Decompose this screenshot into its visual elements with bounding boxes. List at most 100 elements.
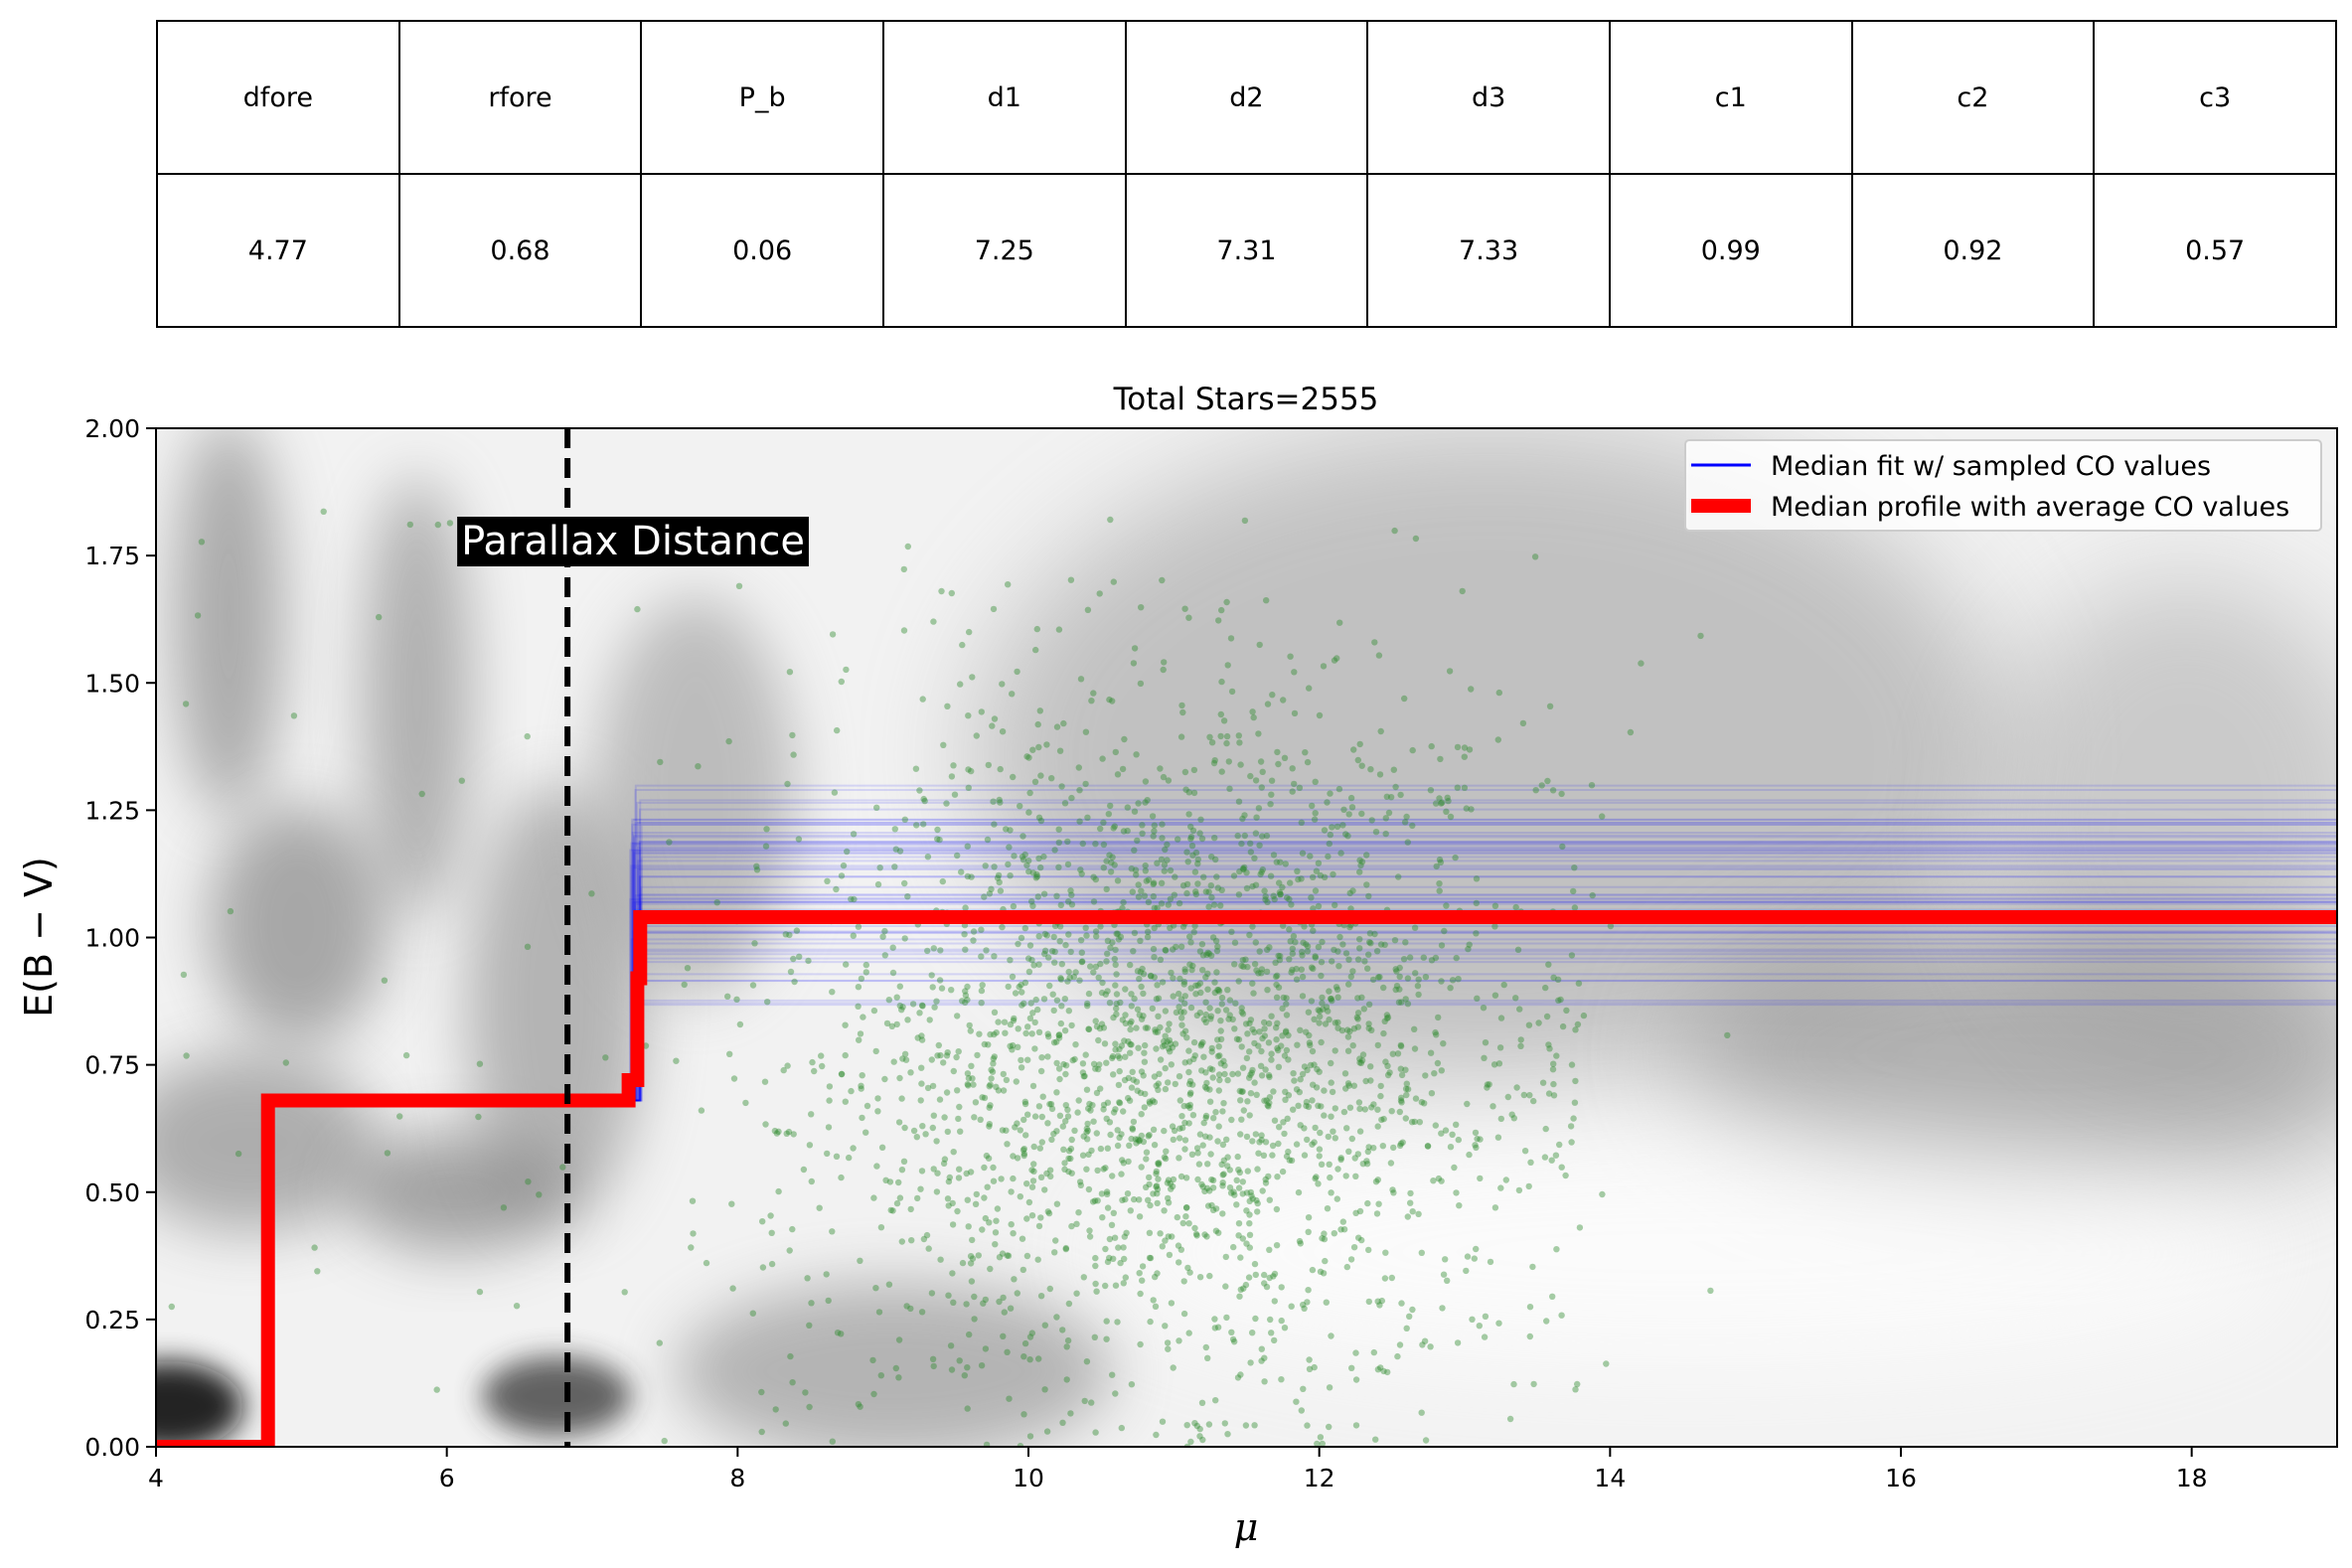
star-point	[1328, 1113, 1334, 1120]
star-point	[1071, 1127, 1078, 1135]
star-point	[981, 1194, 988, 1201]
star-point	[1025, 858, 1032, 864]
star-point	[1151, 954, 1158, 961]
star-point	[768, 1229, 775, 1237]
star-point	[1044, 1053, 1051, 1060]
star-point	[1382, 1058, 1389, 1065]
star-point	[1358, 994, 1365, 1001]
star-point	[916, 787, 923, 794]
star-point	[1525, 1021, 1533, 1028]
star-point	[838, 1174, 845, 1181]
star-point	[1354, 1016, 1361, 1022]
star-point	[1283, 995, 1290, 1002]
star-point	[1247, 772, 1254, 780]
y-tick-label: 1.75	[84, 542, 140, 570]
star-point	[1190, 766, 1198, 774]
star-point	[1400, 956, 1408, 963]
star-point	[1346, 1027, 1353, 1035]
star-point	[829, 631, 837, 638]
star-point	[1201, 1187, 1208, 1195]
star-point	[1243, 884, 1251, 892]
star-point	[808, 1177, 815, 1185]
star-point	[1223, 1314, 1230, 1322]
star-point	[1422, 1437, 1430, 1444]
star-point	[1324, 1205, 1332, 1212]
parallax-annotation: Parallax Distance	[457, 517, 809, 566]
star-point	[1403, 1325, 1410, 1333]
star-point	[881, 1075, 888, 1083]
star-point	[1149, 1097, 1157, 1104]
star-point	[1163, 947, 1170, 954]
star-point	[1060, 719, 1067, 727]
star-point	[1249, 1066, 1256, 1074]
star-point	[1158, 856, 1166, 863]
star-point	[991, 1009, 999, 1016]
star-point	[930, 1166, 937, 1173]
star-point	[1246, 1211, 1253, 1218]
star-point	[1031, 778, 1039, 785]
star-point	[381, 977, 389, 984]
star-point	[1404, 1001, 1412, 1008]
star-point	[1145, 898, 1153, 906]
star-point	[1058, 961, 1066, 968]
star-point	[1181, 1119, 1188, 1127]
star-point	[1521, 1148, 1529, 1155]
star-point	[1137, 1290, 1144, 1298]
star-point	[1235, 732, 1243, 739]
star-point	[1264, 898, 1271, 905]
star-point	[1067, 887, 1074, 894]
star-point	[910, 1127, 918, 1135]
star-point	[1215, 1071, 1223, 1078]
star-point	[1028, 956, 1035, 964]
star-point	[1454, 784, 1462, 791]
star-point	[1138, 1164, 1145, 1171]
star-point	[1121, 735, 1128, 743]
star-point	[1176, 1135, 1183, 1142]
star-point	[1281, 1052, 1289, 1059]
star-point	[681, 981, 688, 989]
star-point	[1092, 1065, 1099, 1072]
star-point	[235, 1150, 242, 1158]
star-point	[1155, 1080, 1163, 1087]
star-point	[1230, 1188, 1237, 1195]
star-point	[896, 1074, 903, 1082]
star-point	[1343, 1263, 1351, 1271]
star-point	[1724, 1031, 1731, 1039]
star-point	[1083, 1129, 1090, 1136]
star-point	[1267, 1316, 1274, 1324]
star-point	[1202, 1343, 1210, 1351]
star-point	[1356, 1128, 1364, 1135]
star-point	[1384, 1062, 1391, 1070]
star-point	[1030, 1161, 1037, 1168]
star-point	[1352, 1349, 1359, 1356]
star-point	[1317, 871, 1325, 879]
star-point	[898, 1095, 905, 1102]
star-point	[1337, 1155, 1344, 1162]
star-point	[1076, 1178, 1084, 1185]
star-point	[1203, 1184, 1211, 1192]
star-point	[1064, 838, 1071, 846]
star-point	[1329, 824, 1335, 831]
star-point	[1549, 787, 1557, 794]
star-point	[1275, 984, 1283, 991]
star-point	[1409, 1208, 1416, 1215]
star-point	[1194, 982, 1201, 989]
star-point	[1187, 1438, 1194, 1446]
star-point	[1404, 1086, 1412, 1093]
star-point	[1495, 1060, 1503, 1067]
star-point	[1223, 598, 1230, 606]
star-point	[988, 1075, 995, 1082]
star-point	[1265, 1019, 1273, 1027]
star-point	[1194, 861, 1201, 867]
star-point	[1480, 1005, 1488, 1012]
star-point	[1246, 1231, 1254, 1239]
star-point	[895, 1374, 902, 1381]
star-point	[1107, 1131, 1114, 1139]
star-point	[1340, 1108, 1348, 1116]
star-point	[1432, 1028, 1439, 1036]
star-point	[1328, 1059, 1334, 1067]
star-point	[977, 1116, 984, 1124]
star-point	[1455, 1136, 1463, 1144]
star-point	[1433, 1031, 1440, 1038]
star-point	[1106, 696, 1113, 704]
